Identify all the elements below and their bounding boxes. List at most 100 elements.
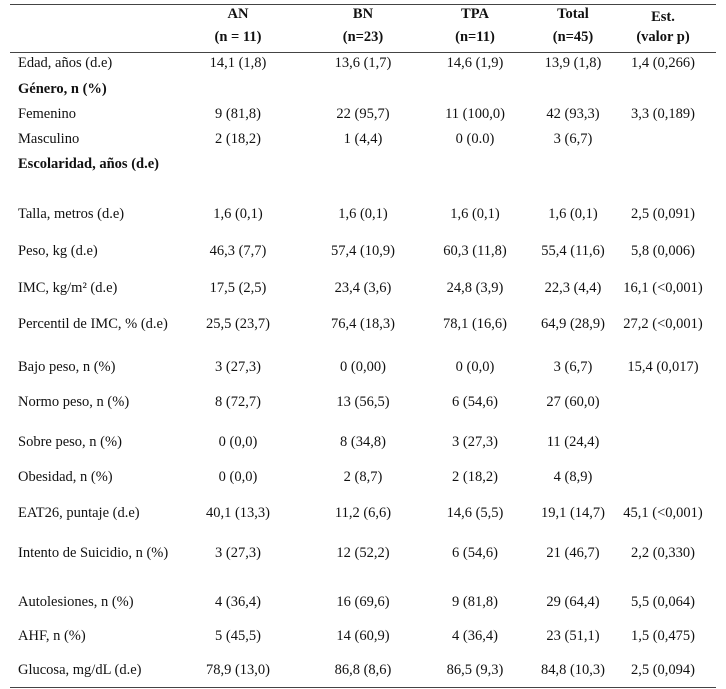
cell-est: 45,1 (<0,001) <box>623 505 703 521</box>
cell-tpa: 24,8 (3,9) <box>446 280 504 296</box>
cell-tpa: 6 (54,6) <box>452 394 498 410</box>
cell-tpa: 86,5 (9,3) <box>446 662 504 678</box>
row-label: Percentil de IMC, % (d.e) <box>18 316 168 332</box>
top-rule <box>10 4 716 5</box>
cell-total: 19,1 (14,7) <box>540 505 606 521</box>
row-label: Autolesiones, n (%) <box>18 594 134 610</box>
cell-bn: 1 (4,4) <box>343 131 383 147</box>
cell-tpa: 6 (54,6) <box>452 545 498 561</box>
row-label: Masculino <box>18 131 80 147</box>
row-label: Femenino <box>18 106 76 122</box>
cell-an: 14,1 (1,8) <box>209 55 267 71</box>
cell-an: 0 (0,0) <box>218 434 258 450</box>
cell-bn: 11,2 (6,6) <box>334 505 392 521</box>
cell-est: 1,4 (0,266) <box>630 55 696 71</box>
row-label: Escolaridad, años (d.e) <box>18 156 159 172</box>
cell-tpa: 60,3 (11,8) <box>443 243 507 259</box>
row-label: Edad, años (d.e) <box>18 55 113 71</box>
cell-bn: 2 (8,7) <box>343 469 383 485</box>
cell-total: 84,8 (10,3) <box>540 662 606 678</box>
cell-est: 3,3 (0,189) <box>630 106 696 122</box>
cell-est: 2,5 (0,094) <box>630 662 696 678</box>
cell-tpa: 78,1 (16,6) <box>442 316 508 332</box>
cell-bn: 76,4 (18,3) <box>330 316 396 332</box>
header-total: Total <box>557 6 589 22</box>
cell-total: 27 (60,0) <box>546 394 600 410</box>
row-label: Género, n (%) <box>18 81 107 97</box>
header-est: Est. <box>651 9 675 25</box>
row-label: AHF, n (%) <box>18 628 86 644</box>
cell-total: 13,9 (1,8) <box>544 55 602 71</box>
cell-est: 15,4 (0,017) <box>627 359 699 375</box>
header-tpa: TPA <box>461 6 489 22</box>
cell-bn: 14 (60,9) <box>336 628 390 644</box>
cell-total: 55,4 (11,6) <box>541 243 605 259</box>
cell-bn: 22 (95,7) <box>336 106 390 122</box>
cell-total: 21 (46,7) <box>546 545 600 561</box>
bottom-rule <box>10 687 716 688</box>
header-bn: BN <box>352 6 374 22</box>
cell-an: 9 (81,8) <box>215 106 261 122</box>
cell-total: 3 (6,7) <box>553 359 593 375</box>
cell-an: 3 (27,3) <box>215 545 261 561</box>
cell-total: 29 (64,4) <box>546 594 600 610</box>
cell-tpa: 0 (0.0) <box>455 131 495 147</box>
cell-est: 5,5 (0,064) <box>630 594 696 610</box>
cell-an: 2 (18,2) <box>215 131 261 147</box>
cell-est: 2,5 (0,091) <box>630 206 696 222</box>
cell-tpa: 14,6 (5,5) <box>446 505 504 521</box>
row-label: Sobre peso, n (%) <box>18 434 122 450</box>
cell-bn: 13 (56,5) <box>336 394 390 410</box>
cell-bn: 16 (69,6) <box>336 594 390 610</box>
cell-an: 78,9 (13,0) <box>205 662 271 678</box>
cell-an: 17,5 (2,5) <box>209 280 267 296</box>
cell-tpa: 4 (36,4) <box>452 628 498 644</box>
cell-total: 3 (6,7) <box>553 131 593 147</box>
cell-an: 25,5 (23,7) <box>205 316 271 332</box>
row-label: Normo peso, n (%) <box>18 394 130 410</box>
header-total-n: (n=45) <box>552 29 594 45</box>
cell-total: 42 (93,3) <box>546 106 600 122</box>
cell-tpa: 11 (100,0) <box>445 106 505 122</box>
header-an: AN <box>227 6 249 22</box>
cell-bn: 13,6 (1,7) <box>334 55 392 71</box>
cell-est: 16,1 (<0,001) <box>623 280 703 296</box>
cell-bn: 86,8 (8,6) <box>334 662 392 678</box>
row-label: Intento de Suicidio, n (%) <box>18 545 169 561</box>
cell-an: 0 (0,0) <box>218 469 258 485</box>
row-label: Glucosa, mg/dL (d.e) <box>18 662 142 678</box>
cell-bn: 1,6 (0,1) <box>338 206 388 222</box>
cell-bn: 12 (52,2) <box>336 545 390 561</box>
header-tpa-n: (n=11) <box>455 29 495 45</box>
row-label: Peso, kg (d.e) <box>18 243 98 259</box>
cell-tpa: 9 (81,8) <box>452 594 498 610</box>
row-label: Obesidad, n (%) <box>18 469 113 485</box>
cell-an: 1,6 (0,1) <box>213 206 263 222</box>
cell-tpa: 2 (18,2) <box>452 469 498 485</box>
cell-bn: 57,4 (10,9) <box>330 243 396 259</box>
header-est-p: (valor p) <box>636 29 690 45</box>
cell-total: 1,6 (0,1) <box>548 206 598 222</box>
cell-total: 11 (24,4) <box>546 434 600 450</box>
row-label: IMC, kg/m² (d.e) <box>18 280 118 296</box>
cell-total: 23 (51,1) <box>546 628 600 644</box>
cell-total: 4 (8,9) <box>553 469 593 485</box>
cell-est: 1,5 (0,475) <box>630 628 696 644</box>
cell-an: 46,3 (7,7) <box>209 243 267 259</box>
cell-tpa: 0 (0,0) <box>455 359 495 375</box>
row-label: Talla, metros (d.e) <box>18 206 125 222</box>
cell-an: 5 (45,5) <box>215 628 261 644</box>
cell-bn: 23,4 (3,6) <box>334 280 392 296</box>
cell-tpa: 1,6 (0,1) <box>450 206 500 222</box>
cell-tpa: 14,6 (1,9) <box>446 55 504 71</box>
header-an-n: (n = 11) <box>214 29 262 45</box>
cell-total: 22,3 (4,4) <box>544 280 602 296</box>
header-rule <box>10 52 716 53</box>
row-label: EAT26, puntaje (d.e) <box>18 505 140 521</box>
cell-bn: 0 (0,00) <box>340 359 386 375</box>
cell-tpa: 3 (27,3) <box>452 434 498 450</box>
cell-bn: 8 (34,8) <box>340 434 386 450</box>
cell-est: 5,8 (0,006) <box>630 243 696 259</box>
cell-est: 27,2 (<0,001) <box>623 316 703 332</box>
header-bn-n: (n=23) <box>342 29 384 45</box>
